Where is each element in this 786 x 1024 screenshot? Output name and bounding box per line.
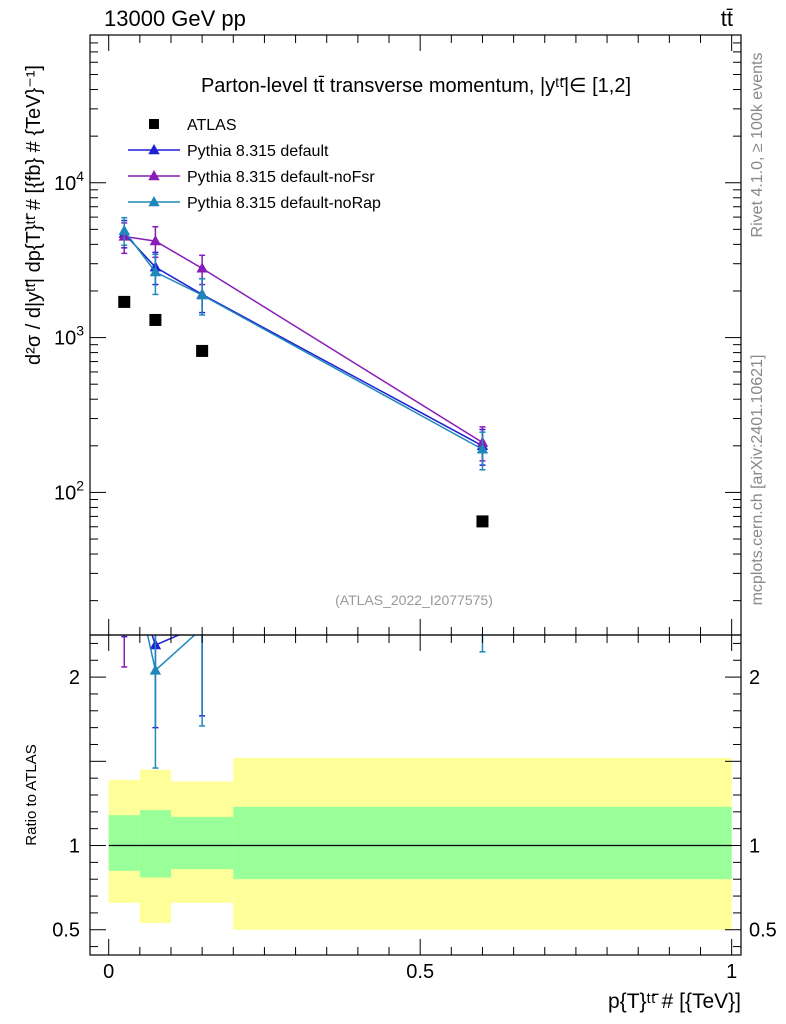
y-tick-label: 103 [54, 323, 84, 350]
rivet-label: Rivet 4.1.0, ≥ 100k events [749, 53, 766, 238]
data-point-atlas [149, 313, 162, 326]
ratio-axis: 0 0.5 1 0.5 0.5 1 1 2 2 [52, 635, 777, 983]
uncertainty-band-inner [108, 815, 140, 871]
ratio-point [119, 543, 130, 553]
uncertainty-band-inner [139, 810, 171, 878]
ratio-point [196, 434, 207, 444]
ratio-y-tick-label-right: 1 [749, 836, 760, 858]
analysis-tag: (ATLAS_2022_I2077575) [335, 592, 493, 608]
ratio-point [149, 664, 162, 675]
ratio-frame [89, 634, 742, 956]
uncertainty-band-inner [170, 816, 234, 870]
uncertainty-band-inner [233, 806, 732, 880]
x-tick-label: 0.5 [406, 961, 434, 983]
ratio-ylabel: Ratio to ATLAS [23, 744, 40, 845]
data-point [149, 266, 162, 277]
main-axis: 102 103 104 [54, 34, 741, 635]
legend-marker [148, 170, 160, 181]
series-line [124, 235, 483, 444]
legend-marker [149, 119, 159, 129]
ratio-series-line [146, 635, 196, 672]
ratio-y-tick-label-right: 0.5 [749, 920, 777, 942]
ratio-point [150, 464, 161, 474]
legend-label: ATLAS [187, 117, 237, 134]
data-point-atlas [196, 344, 209, 357]
ratio-y-tick-label-left: 2 [69, 667, 80, 689]
legend: ATLAS Pythia 8.315 default Pythia 8.315 de… [128, 117, 381, 212]
series-line [123, 233, 483, 447]
ratio-point [119, 523, 130, 533]
mcplots-label: mcplots.cern.ch [arXiv:2401.10621] [749, 355, 766, 606]
ratio-y-tick-label-left: 0.5 [52, 920, 80, 942]
ratio-point [119, 562, 130, 572]
ratio-marks [108, 434, 732, 930]
main-ylabel: d²σ / d|yᵗᵗ̄| dp{T}ᵗᵗ̄ # [{fb} # {TeV}⁻¹… [23, 65, 45, 365]
ratio-series-line [124, 440, 482, 568]
data-point-atlas [476, 515, 489, 528]
legend-label: Pythia 8.315 default [187, 143, 329, 160]
data-point [118, 224, 130, 235]
data-point [149, 235, 162, 246]
x-axis-label: p{T}ᵗᵗ̄ # [{TeV}] [608, 990, 741, 1013]
main-panel: 102 103 104 Parton-level tt̄ transverse mo… [23, 34, 742, 636]
ratio-point [477, 489, 488, 499]
ratio-panel: 0 0.5 1 0.5 0.5 1 1 2 2 Ratio to ATLAS p{T}ᵗᵗ̄ #… [23, 434, 777, 1013]
data-point [196, 289, 208, 300]
ratio-y-tick-label-left: 1 [69, 836, 80, 858]
ratio-series-line [151, 635, 181, 647]
ratio-y-tick-label-right: 2 [749, 667, 760, 689]
main-title: Parton-level tt̄ transverse momentum, |y… [201, 75, 631, 97]
legend-marker [148, 196, 160, 207]
y-tick-label: 104 [54, 168, 84, 195]
legend-label: Pythia 8.315 default-noFsr [187, 169, 375, 186]
data-point [476, 443, 489, 454]
legend-label: Pythia 8.315 default-noRap [187, 195, 381, 212]
y-tick-label: 102 [54, 477, 84, 504]
legend-marker [148, 144, 160, 155]
energy-label: 13000 GeV pp [104, 6, 246, 31]
data-point-atlas [118, 295, 131, 308]
main-marks [118, 216, 489, 528]
data-point [196, 262, 208, 273]
process-label: tt̄ [721, 6, 733, 31]
x-tick-label: 1 [726, 961, 737, 983]
x-tick-label: 0 [103, 961, 114, 983]
series-line [123, 230, 483, 450]
